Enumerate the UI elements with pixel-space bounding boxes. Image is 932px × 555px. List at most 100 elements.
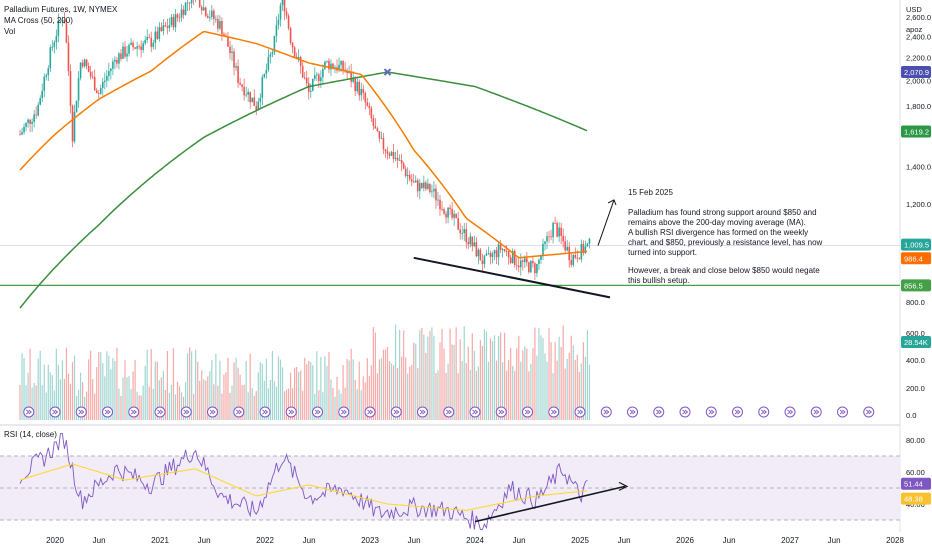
volume-bar [86,391,88,420]
volume-bar [566,359,568,420]
candle-body [87,65,90,73]
note-paragraph-1: Palladium has found strong support aroun… [628,208,823,257]
candle-body [110,68,112,72]
candle-body [443,209,445,214]
volume-bar [118,388,120,420]
candle-body [332,63,334,69]
candle-body [116,59,118,64]
volume-bar [221,393,223,420]
candle-body [503,249,506,252]
rsi-arrowhead [618,481,629,491]
x-tick-label: Jun [303,536,316,545]
volume-bar [388,361,391,420]
candle-body [148,37,151,38]
candle-body [269,54,272,57]
candle-body [231,51,233,54]
candle-body [425,182,427,190]
candle-body [235,66,237,68]
candle-body [303,77,306,79]
volume-bar [233,362,235,420]
candle-body [89,72,92,77]
candle-body [281,0,284,5]
volume-bar [275,386,278,420]
candle-body [346,71,348,73]
candle-body [27,119,29,123]
candle-body [198,0,201,7]
currency-label: USD [906,5,922,14]
volume-bar [366,358,368,420]
candle-body [138,46,140,48]
volume-bar [576,354,578,420]
candle-body [277,19,280,25]
volume-bar [104,376,106,420]
price-badge: 1,619.2 [904,127,929,136]
candle-body [265,69,268,74]
candle-body [142,43,144,50]
volume-bar [35,385,37,420]
volume-bar [302,390,304,420]
volume-bar [110,369,112,420]
volume-bar [291,388,294,420]
volume-bar [285,389,288,420]
volume-bar [409,366,411,420]
candle-body [491,253,494,257]
volume-bar [326,366,328,420]
volume-bar [588,364,591,420]
volume-bar [425,352,427,420]
volume-bar [219,360,221,420]
event-icon-glyph [104,409,111,415]
candle-body [154,31,157,43]
candle-body [314,75,316,79]
volume-bar [130,388,132,420]
candle-body [49,47,52,69]
candle-body [542,243,544,256]
volume-bar [162,370,164,420]
volume-bar [277,356,280,420]
candle-body [162,25,165,31]
volume-bar [100,352,102,420]
volume-bar [552,373,554,420]
volume-bar [497,335,500,420]
volume-bar [405,357,407,420]
candle-body [233,51,235,68]
volume-bar [364,382,366,420]
analysis-note: 15 Feb 2025 Palladium has found strong s… [628,188,828,294]
candle-body [326,60,328,62]
candle-body [485,253,488,256]
volume-bar [328,352,330,420]
candle-body [190,0,193,4]
volume-bar [499,332,502,420]
volume-bar [191,351,193,420]
volume-bar [538,327,540,420]
price-badge-bg [901,252,931,265]
candle-body [206,16,209,18]
candle-body [532,261,534,264]
volume-bar [483,329,486,420]
volume-bar [88,359,90,420]
volume-bar [368,375,370,420]
candle-body [166,26,169,28]
volume-bar [493,335,496,420]
volume-bar [322,392,324,420]
candle-body [572,255,575,265]
candle-body [441,209,443,210]
volume-bar [419,330,421,420]
volume-bar [554,342,556,420]
volume-bar [459,339,461,420]
candle-body [291,42,294,48]
candle-body [114,59,116,62]
volume-bar [65,347,68,420]
candle-body [259,97,262,102]
candle-body [495,250,498,258]
price-tick-label: 1,400.0 [906,163,931,172]
price-badge-bg [901,66,931,79]
volume-bar [534,327,536,420]
candle-body [414,180,417,183]
volume-bar [560,346,562,420]
candle-body [124,46,126,57]
volume-bar [21,353,23,420]
volume-bar [421,328,423,420]
candle-body [429,183,431,192]
volume-bar [152,389,154,420]
